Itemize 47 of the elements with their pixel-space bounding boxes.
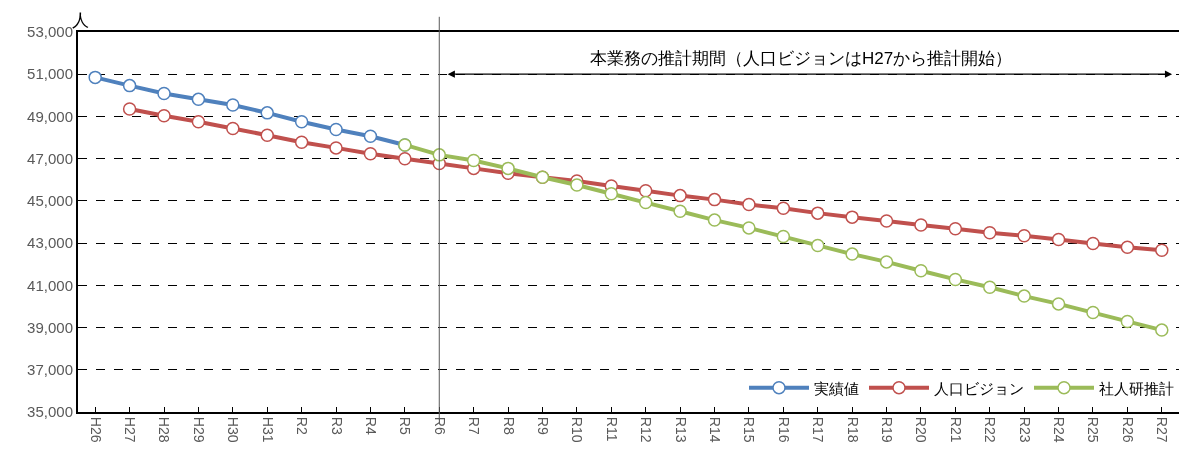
y-tick-label: 37,000 (27, 361, 73, 379)
x-tick-label: R11 (603, 416, 620, 442)
y-tick-label: 35,000 (27, 403, 73, 421)
x-tick-label: R12 (638, 416, 655, 443)
x-tick-label: R26 (1119, 416, 1136, 443)
x-tick-label: H30 (225, 416, 242, 443)
x-tick-label: R13 (672, 416, 689, 443)
x-tick-label: R7 (466, 416, 483, 435)
x-tick-label: R3 (328, 416, 345, 435)
x-tick-label: R15 (741, 416, 758, 443)
x-tick-label: R25 (1085, 416, 1102, 443)
x-tick-label: R23 (1016, 416, 1033, 443)
x-tick-label: R5 (397, 416, 414, 435)
x-tick-label: R27 (1154, 416, 1171, 443)
x-tick-label: H31 (259, 416, 276, 443)
x-tick-label: R18 (844, 416, 861, 443)
x-tick-label: R22 (982, 416, 999, 443)
legend-label: 社人研推計 (1099, 379, 1174, 397)
x-tick-label: H26 (87, 416, 104, 443)
x-tick-label: R19 (879, 416, 895, 443)
x-tick-label: R14 (706, 416, 723, 443)
annotation: 本業務の推計期間（人口ビジョンはH27から推計開始） (590, 49, 1013, 68)
x-tick-label: H28 (156, 416, 173, 443)
y-tick-label: 49,000 (27, 107, 73, 125)
y-tick-label: 41,000 (27, 276, 73, 294)
y-tick-label: 47,000 (27, 149, 73, 167)
x-tick-label: R4 (362, 416, 379, 435)
x-tick-label: R20 (913, 416, 930, 443)
legend-label: 人口ビジョン (934, 379, 1024, 397)
x-tick-label: R2 (294, 416, 311, 435)
x-tick-label: R16 (775, 416, 792, 443)
y-tick-label: 45,000 (27, 192, 73, 210)
x-tick-label: R10 (569, 416, 586, 443)
x-tick-label: H29 (190, 416, 207, 443)
x-tick-label: H27 (122, 416, 139, 443)
x-tick-label: R8 (500, 416, 517, 435)
x-tick-label: R21 (947, 416, 964, 443)
y-tick-label: 51,000 (27, 65, 73, 83)
y-tick-label: 39,000 (27, 318, 73, 336)
y-tick-label: 43,000 (27, 234, 73, 252)
x-tick-label: R17 (810, 416, 827, 443)
x-tick-label: R9 (534, 416, 551, 435)
y-tick-label: 53,000 (27, 23, 73, 41)
x-tick-label: R24 (1051, 416, 1068, 443)
legend-label: 実績値 (814, 379, 859, 397)
y-axis-title: 人 (72, 11, 89, 30)
x-tick-label: R6 (431, 416, 448, 435)
